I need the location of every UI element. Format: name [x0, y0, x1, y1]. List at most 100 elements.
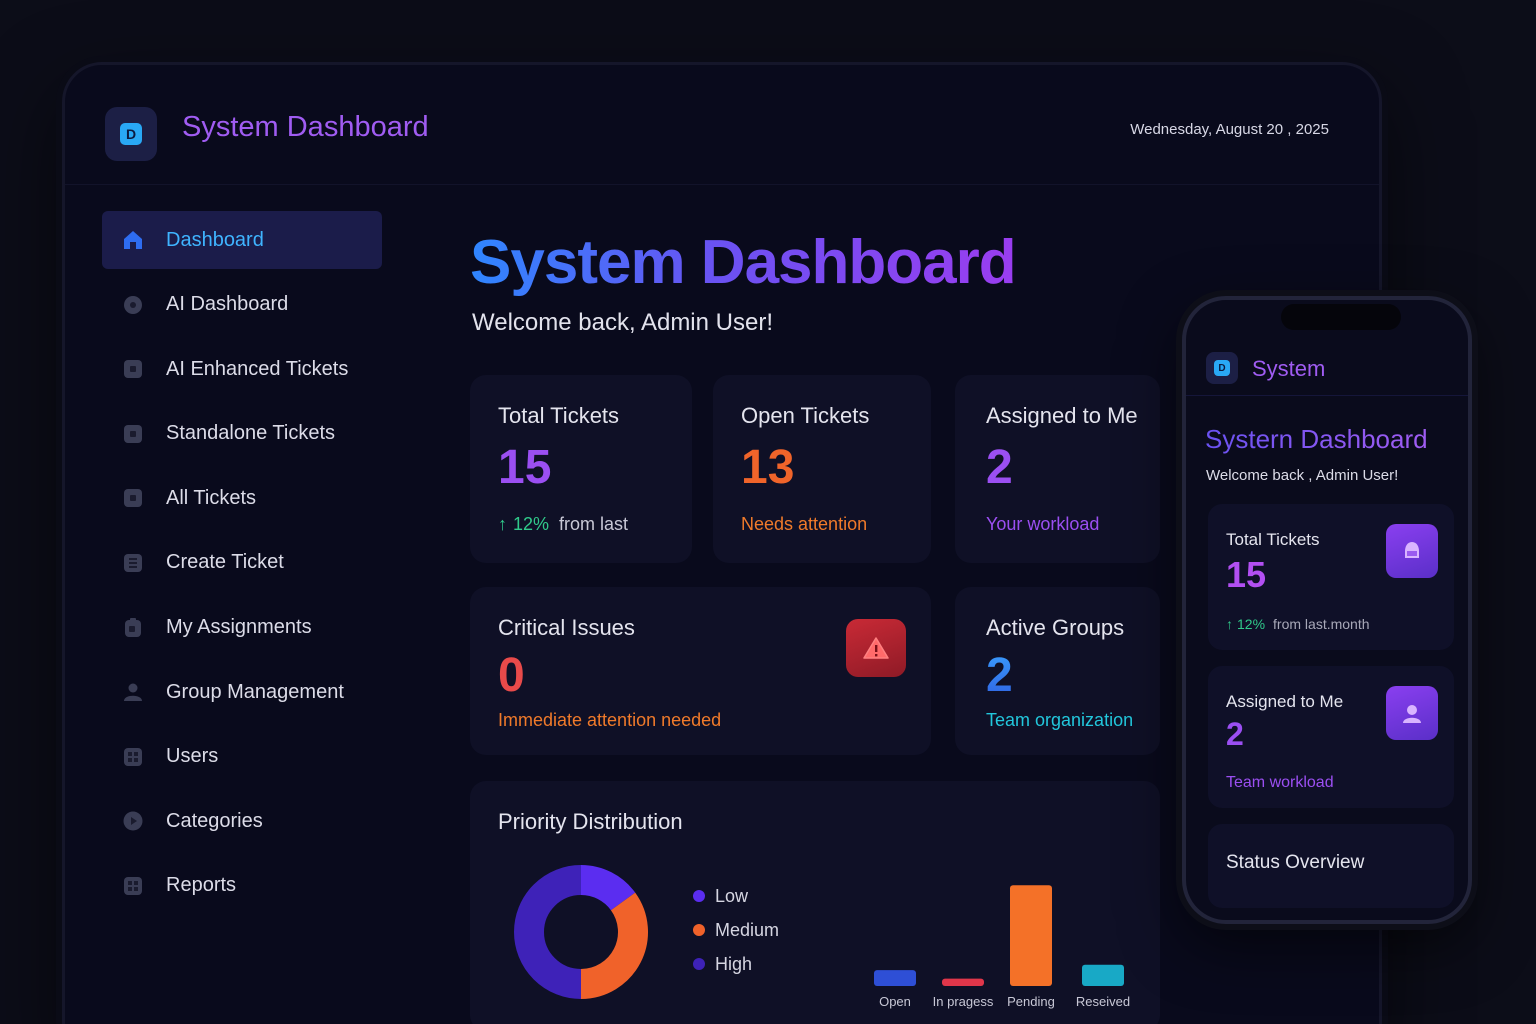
- welcome-message: Welcome back, Admin User!: [472, 309, 773, 336]
- phone-notch: [1281, 304, 1401, 330]
- assigned-to-me-card[interactable]: Assigned to Me 2 Your workload: [955, 375, 1160, 563]
- sidebar-item-label: Users: [166, 745, 219, 768]
- card-value: 15: [1226, 554, 1267, 595]
- sidebar-item-label: Dashboard: [166, 228, 264, 251]
- logo-letter: D: [120, 123, 142, 145]
- sidebar-item-create-ticket[interactable]: Create Ticket: [102, 534, 382, 592]
- tablet-frame: D System Dashboard Wednesday, August 20 …: [62, 62, 1382, 1024]
- list-icon: [122, 487, 144, 509]
- priority-legend: Low Medium High: [693, 879, 779, 981]
- app-title: System Dashboard: [182, 111, 429, 143]
- card-footnote: Team workload: [1226, 774, 1334, 791]
- warning-icon: [846, 619, 906, 677]
- card-label: Assigned to Me: [986, 403, 1138, 428]
- sidebar-item-dashboard[interactable]: Dashboard: [102, 211, 382, 269]
- logo-letter: D: [1214, 360, 1230, 376]
- card-footnote: Team organization: [986, 710, 1134, 730]
- sidebar-item-ai-enhanced-tickets[interactable]: AI Enhanced Tickets: [102, 340, 382, 398]
- sidebar-item-label: AI Dashboard: [166, 293, 289, 316]
- sidebar-item-ai-dashboard[interactable]: AI Dashboard: [102, 276, 382, 334]
- page-title: System Dashboard: [470, 228, 1017, 297]
- sidebar-item-users[interactable]: Users: [102, 728, 382, 786]
- card-label: Critical Issues: [498, 615, 635, 640]
- card-footnote: Needs attention: [741, 514, 868, 534]
- sidebar-item-my-assignments[interactable]: My Assignments: [102, 599, 382, 657]
- phone-app-title: System: [1252, 356, 1326, 381]
- legend-label: Low: [715, 885, 749, 906]
- card-value: 2: [986, 649, 1013, 702]
- arrow-up-icon: ↑: [498, 514, 507, 534]
- card-trend: ↑ 12% from last: [498, 514, 628, 535]
- bar-in-pragess: [942, 978, 984, 986]
- bar-label: Pending: [1007, 994, 1055, 1009]
- bar-pending: [1010, 885, 1052, 986]
- home-icon: [122, 229, 144, 251]
- card-label: Active Groups: [986, 615, 1125, 640]
- legend-item-medium: Medium: [693, 913, 779, 947]
- play-icon: [122, 810, 144, 832]
- trend-percent: 12%: [513, 514, 550, 534]
- user-icon: [1386, 686, 1438, 740]
- status-bar-chart: Open In pragess Pending Reseived: [874, 885, 1130, 1009]
- card-value: 2: [1226, 716, 1244, 752]
- phone-total-tickets-card[interactable]: Total Tickets 15 ↑ 12% from last.month: [1208, 504, 1454, 650]
- ticket-icon: [122, 358, 144, 380]
- donut-slice-high: [514, 865, 582, 999]
- ticket-icon: [1386, 524, 1438, 578]
- grid-icon: [122, 746, 144, 768]
- clipboard-icon: [122, 617, 144, 639]
- bar-open: [874, 970, 916, 986]
- phone-header: D System: [1186, 340, 1468, 396]
- card-trend: ↑ 12% from last.month: [1226, 616, 1370, 632]
- legend-label: High: [715, 953, 753, 974]
- user-icon: [122, 681, 144, 703]
- card-value: 0: [498, 649, 525, 702]
- bar-label: Reseived: [1076, 994, 1130, 1009]
- card-value: 13: [741, 441, 795, 494]
- sidebar-item-label: All Tickets: [166, 486, 257, 509]
- arrow-up-icon: ↑: [1226, 616, 1233, 632]
- create-icon: [122, 552, 144, 574]
- sidebar-item-reports[interactable]: Reports: [102, 857, 382, 915]
- card-label: Open Tickets: [741, 403, 870, 428]
- trend-text: from last.month: [1273, 616, 1370, 632]
- active-groups-card[interactable]: Active Groups 2 Team organization: [955, 587, 1160, 755]
- phone-assigned-card[interactable]: Assigned to Me 2 Team workload: [1208, 666, 1454, 808]
- app-header: D System Dashboard Wednesday, August 20 …: [65, 65, 1379, 185]
- card-label: Total Tickets: [1226, 530, 1320, 549]
- grid-icon: [122, 875, 144, 897]
- donut-slice-medium: [580, 892, 648, 999]
- phone-welcome: Welcome back , Admin User!: [1206, 467, 1399, 484]
- sidebar-item-label: Create Ticket: [166, 551, 284, 574]
- total-tickets-card[interactable]: Total Tickets 15 ↑ 12% from last: [470, 375, 692, 563]
- bar-label: In pragess: [933, 994, 994, 1009]
- trend-text: from last: [559, 514, 629, 534]
- app-logo[interactable]: D: [105, 107, 157, 161]
- card-footnote: Your workload: [986, 514, 1100, 534]
- phone-logo[interactable]: D: [1206, 352, 1238, 384]
- sidebar-item-label: Group Management: [166, 680, 344, 703]
- priority-distribution-card: Priority Distribution Low Medium High Open…: [470, 781, 1160, 1024]
- sidebar-item-label: Standalone Tickets: [166, 422, 335, 445]
- phone-status-overview-card[interactable]: Status Overview: [1208, 824, 1454, 908]
- card-label: Total Tickets: [498, 403, 620, 428]
- sidebar-item-label: AI Enhanced Tickets: [166, 357, 349, 380]
- phone-frame: D System Systern Dashboard Welcome back …: [1182, 296, 1472, 924]
- critical-issues-card[interactable]: Critical Issues 0 Immediate attention ne…: [470, 587, 931, 755]
- sidebar-item-label: Categories: [166, 809, 263, 832]
- sidebar-item-categories[interactable]: Categories: [102, 792, 382, 850]
- header-date: Wednesday, August 20 , 2025: [1130, 121, 1329, 138]
- priority-donut-chart: [514, 865, 648, 999]
- sidebar-item-standalone-tickets[interactable]: Standalone Tickets: [102, 405, 382, 463]
- legend-label: Medium: [715, 919, 780, 940]
- trend-percent: 12%: [1237, 616, 1266, 632]
- legend-dot: [693, 890, 705, 902]
- bar-reseived: [1082, 964, 1124, 986]
- circle-icon: [122, 294, 144, 316]
- legend-item-low: Low: [693, 879, 779, 913]
- card-footnote: Immediate attention needed: [498, 710, 722, 730]
- sidebar-item-all-tickets[interactable]: All Tickets: [102, 469, 382, 527]
- sidebar-item-group-management[interactable]: Group Management: [102, 663, 382, 721]
- card-title: Priority Distribution: [498, 809, 683, 834]
- open-tickets-card[interactable]: Open Tickets 13 Needs attention: [713, 375, 931, 563]
